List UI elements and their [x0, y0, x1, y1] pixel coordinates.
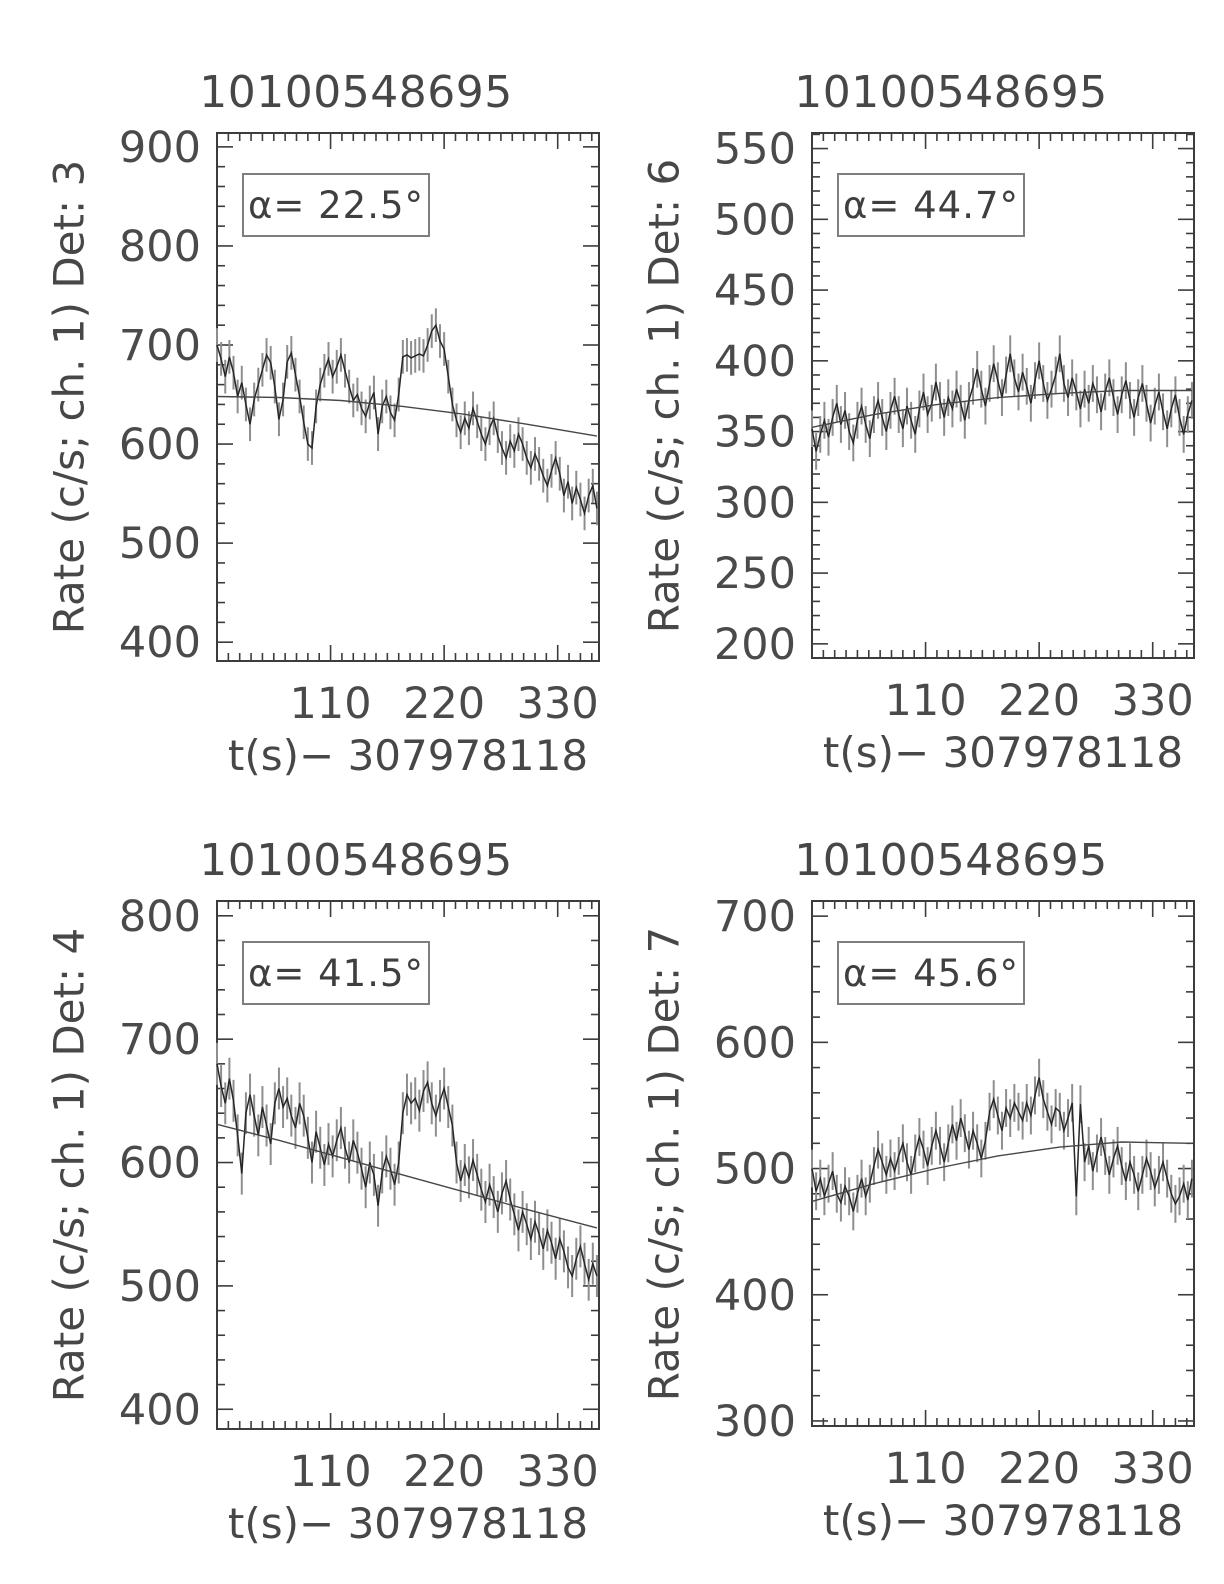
plot-area-det4: 400 500 600 700 800 110 220 330	[119, 892, 600, 1497]
lightcurve-panel-det3: 400 500 600 700 800 900 110 220 330 10100548695 …	[40, 16, 652, 808]
y-tick-label: 450	[714, 266, 796, 316]
y-tick-label: 400	[714, 1271, 796, 1321]
y-tick-label: 600	[714, 1018, 796, 1068]
x-tick-label: 220	[403, 679, 485, 729]
lightcurve-panel-det4: 400 500 600 700 800 110 220 330 10100548695 Rat…	[40, 808, 652, 1584]
alpha-annotation-box: α= 44.7°	[837, 173, 1025, 237]
alpha-annotation-box: α= 41.5°	[242, 941, 430, 1005]
plot-area-det7: 300 400 500 600 700 110 220 330	[714, 892, 1195, 1494]
y-tick-label: 900	[119, 123, 201, 173]
panel-title: 10100548695	[794, 67, 1108, 118]
plot-box	[216, 900, 600, 1430]
x-tick-label: 220	[998, 1444, 1080, 1494]
x-tick-label: 110	[885, 1444, 967, 1494]
error-bars	[811, 1058, 1193, 1231]
x-axis-label: t(s)− 307978118	[227, 1499, 589, 1548]
alpha-annotation-text: α= 44.7°	[842, 183, 1020, 227]
lightcurve-line	[216, 1063, 598, 1283]
y-tick-label: 700	[119, 321, 201, 371]
lightcurve-panel-det6: 200 250 300 350 400 450 500 550 110 220 330 101005…	[640, 16, 1224, 808]
y-axis-label: Rate (c/s; ch. 1) Det: 7	[639, 926, 689, 1401]
axis-ticks	[812, 133, 1194, 659]
x-tick-label: 220	[403, 1447, 485, 1497]
background-model-line	[216, 395, 598, 437]
plot-box	[811, 132, 1195, 659]
plot-area-det6: 200 250 300 350 400 450 500 550 110 220 330	[714, 125, 1195, 726]
plot-area-det3: 400 500 600 700 800 900 110 220 330	[119, 123, 600, 729]
error-bars	[216, 308, 598, 531]
lightcurve-line	[811, 1077, 1193, 1212]
error-bars	[216, 1042, 598, 1301]
y-axis-label: Rate (c/s; ch. 1) Det: 6	[639, 158, 689, 633]
alpha-annotation-box: α= 45.6°	[837, 941, 1025, 1005]
panel-title: 10100548695	[794, 835, 1108, 886]
y-tick-label: 600	[119, 1139, 201, 1189]
alpha-annotation-text: α= 22.5°	[247, 183, 425, 227]
x-tick-label: 330	[1112, 1444, 1194, 1494]
y-tick-label: 300	[714, 478, 796, 528]
y-tick-label: 500	[119, 1262, 201, 1312]
x-tick-label: 110	[885, 676, 967, 726]
x-tick-label: 330	[1112, 676, 1194, 726]
axis-ticks	[812, 901, 1194, 1426]
background-model-line	[811, 389, 1192, 428]
background-model-line	[811, 1141, 1192, 1203]
lightcurve-panel-det7: 300 400 500 600 700 110 220 330 10100548695 Rat…	[640, 808, 1224, 1584]
x-axis-label: t(s)− 307978118	[822, 1496, 1184, 1545]
alpha-annotation-text: α= 45.6°	[842, 951, 1020, 995]
alpha-annotation-text: α= 41.5°	[247, 951, 425, 995]
y-tick-label: 350	[714, 408, 796, 458]
x-tick-label: 220	[998, 676, 1080, 726]
y-tick-label: 400	[714, 337, 796, 387]
lightcurve-line	[216, 323, 598, 517]
y-tick-label: 500	[714, 1145, 796, 1195]
panel-title: 10100548695	[199, 67, 513, 118]
y-tick-label: 550	[714, 125, 796, 175]
background-model-line	[216, 1123, 598, 1229]
axis-ticks	[217, 133, 599, 661]
y-tick-label: 800	[119, 892, 201, 942]
y-tick-label: 300	[714, 1397, 796, 1447]
y-axis-label: Rate (c/s; ch. 1) Det: 4	[44, 927, 94, 1403]
axis-ticks	[217, 901, 599, 1429]
y-tick-label: 500	[714, 195, 796, 245]
y-tick-label: 800	[119, 222, 201, 272]
y-tick-label: 500	[119, 519, 201, 569]
panel-title: 10100548695	[199, 835, 513, 886]
y-axis-label: Rate (c/s; ch. 1) Det: 3	[44, 159, 94, 635]
y-tick-label: 700	[119, 1015, 201, 1065]
y-tick-label: 700	[714, 892, 796, 942]
x-tick-label: 330	[517, 1447, 599, 1497]
alpha-annotation-box: α= 22.5°	[242, 173, 430, 237]
y-tick-label: 400	[119, 618, 201, 668]
y-tick-label: 600	[119, 420, 201, 470]
y-tick-label: 400	[119, 1385, 201, 1435]
y-tick-label: 250	[714, 549, 796, 599]
x-tick-label: 110	[290, 679, 372, 729]
x-axis-label: t(s)− 307978118	[822, 728, 1184, 777]
x-tick-label: 110	[290, 1447, 372, 1497]
error-bars	[811, 335, 1193, 470]
x-axis-label: t(s)− 307978118	[227, 731, 589, 780]
y-tick-label: 200	[714, 620, 796, 670]
x-tick-label: 330	[517, 679, 599, 729]
